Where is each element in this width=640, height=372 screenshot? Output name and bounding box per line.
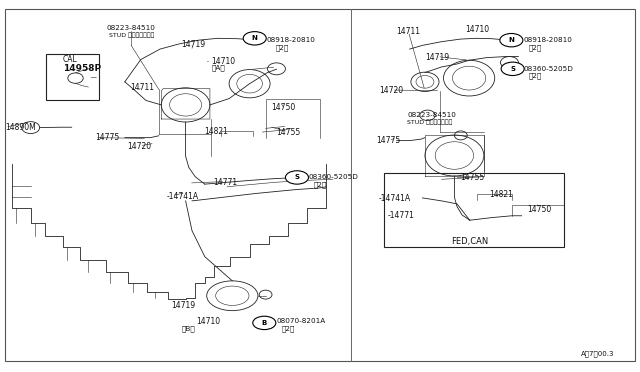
Text: S: S [510, 66, 515, 72]
Bar [384, 173, 564, 247]
Text: A・7）00.3: A・7）00.3 [581, 351, 614, 357]
Circle shape [501, 62, 524, 76]
Text: 14711: 14711 [396, 28, 420, 36]
Text: -14771: -14771 [388, 211, 415, 220]
Text: 08918-20810: 08918-20810 [524, 37, 572, 43]
Text: B: B [262, 320, 267, 326]
Text: 14755: 14755 [460, 173, 484, 182]
Text: 08360-5205D: 08360-5205D [308, 174, 358, 180]
Text: 14720: 14720 [127, 142, 152, 151]
Text: 14771: 14771 [213, 178, 237, 187]
Circle shape [285, 171, 308, 184]
Text: 14710: 14710 [465, 25, 489, 34]
Text: 14821: 14821 [204, 127, 228, 136]
Text: 14750: 14750 [271, 103, 295, 112]
Text: 14775: 14775 [376, 136, 401, 145]
Text: FED,CAN: FED,CAN [451, 237, 488, 246]
Text: （2）: （2） [529, 73, 542, 79]
Bar [46, 54, 99, 100]
Text: S: S [294, 174, 300, 180]
Text: 08918-20810: 08918-20810 [266, 37, 315, 43]
Circle shape [253, 316, 276, 330]
Circle shape [243, 32, 266, 45]
Text: 14890M: 14890M [5, 123, 36, 132]
Text: （2）: （2） [314, 181, 327, 188]
Text: 14755: 14755 [276, 128, 300, 137]
Text: 08223-84510: 08223-84510 [407, 112, 456, 118]
Text: 14958P: 14958P [63, 64, 101, 73]
Text: 14720: 14720 [380, 86, 404, 95]
Text: 08223-84510: 08223-84510 [107, 25, 156, 31]
Text: （2）: （2） [529, 44, 542, 51]
Text: 14719: 14719 [171, 301, 195, 310]
Text: （2）: （2） [282, 326, 295, 332]
Text: STUD スタッド（２）: STUD スタッド（２） [109, 32, 154, 38]
Text: CAL: CAL [63, 55, 77, 64]
Text: N: N [508, 37, 515, 43]
Text: 14719: 14719 [425, 53, 449, 62]
Text: 14821: 14821 [489, 190, 513, 199]
Text: 14710: 14710 [196, 317, 220, 326]
Text: 14710: 14710 [211, 57, 236, 65]
Text: 14711: 14711 [130, 83, 154, 92]
Text: （A）: （A） [211, 65, 225, 71]
Text: N: N [252, 35, 258, 41]
Text: -14741A: -14741A [166, 192, 198, 201]
Text: 08360-5205D: 08360-5205D [524, 66, 573, 72]
Text: STUD スタッド（２）: STUD スタッド（２） [407, 119, 452, 125]
Text: -14741A: -14741A [379, 194, 411, 203]
Text: 08070-8201A: 08070-8201A [276, 318, 326, 324]
Text: （2）: （2） [275, 44, 289, 51]
Text: （B）: （B） [182, 326, 196, 332]
Text: 14775: 14775 [95, 133, 119, 142]
Text: 14750: 14750 [527, 205, 551, 214]
Text: 14719: 14719 [181, 40, 205, 49]
Circle shape [500, 33, 523, 47]
